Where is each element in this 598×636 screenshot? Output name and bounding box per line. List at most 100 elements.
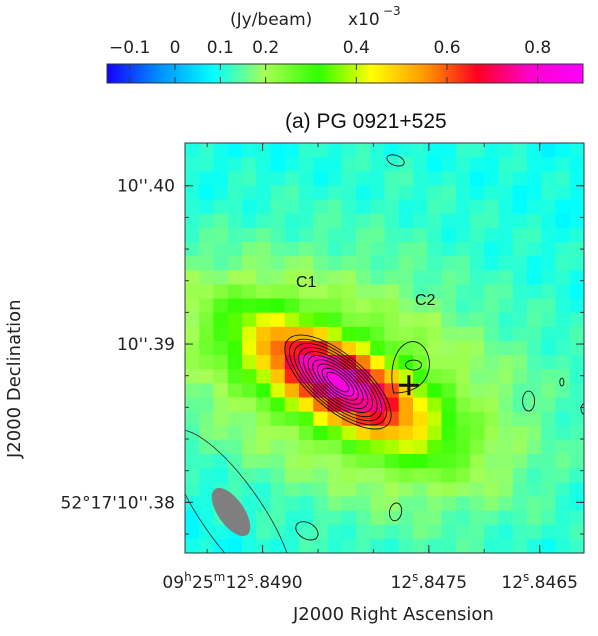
map-pixel bbox=[427, 496, 443, 512]
map-pixel bbox=[199, 496, 215, 512]
map-pixel bbox=[470, 227, 485, 243]
map-pixel bbox=[455, 312, 471, 328]
map-pixel bbox=[313, 199, 329, 215]
map-pixel bbox=[555, 143, 571, 158]
map-pixel bbox=[284, 171, 300, 187]
map-pixel bbox=[541, 256, 557, 271]
map-pixel bbox=[541, 143, 557, 158]
map-pixel bbox=[185, 298, 200, 314]
map-pixel bbox=[313, 454, 329, 469]
map-pixel bbox=[284, 496, 300, 512]
map-pixel bbox=[484, 524, 500, 540]
map-pixel bbox=[498, 524, 514, 540]
map-pixel bbox=[541, 284, 557, 300]
map-pixel bbox=[256, 454, 272, 469]
map-pixel bbox=[527, 143, 542, 158]
map-pixel bbox=[313, 524, 329, 540]
map-pixel bbox=[398, 143, 414, 158]
map-pixel bbox=[441, 256, 457, 271]
map-pixel bbox=[541, 454, 557, 469]
map-pixel bbox=[498, 199, 514, 215]
map-pixel bbox=[398, 157, 414, 172]
map-pixel bbox=[313, 143, 329, 158]
map-pixel bbox=[384, 355, 400, 370]
map-pixel bbox=[185, 383, 200, 399]
map-pixel bbox=[356, 241, 371, 257]
map-pixel bbox=[356, 213, 371, 229]
map-pixel bbox=[484, 482, 500, 498]
map-pixel bbox=[441, 411, 457, 427]
map-pixel bbox=[242, 425, 257, 441]
map-pixel bbox=[313, 284, 329, 300]
map-pixel bbox=[242, 383, 257, 399]
map-pixel bbox=[413, 411, 428, 427]
map-pixel bbox=[313, 468, 329, 483]
map-pixel bbox=[227, 538, 243, 553]
map-pixel bbox=[512, 312, 528, 328]
map-pixel bbox=[370, 312, 386, 328]
chart-title: (a) PG 0921+525 bbox=[285, 110, 447, 133]
map-pixel bbox=[299, 524, 314, 540]
map-pixel bbox=[384, 185, 400, 201]
map-pixel bbox=[413, 439, 428, 455]
map-pixel bbox=[341, 468, 357, 483]
map-pixel bbox=[455, 383, 471, 399]
map-pixel bbox=[455, 185, 471, 201]
map-pixel bbox=[569, 241, 584, 257]
map-pixel bbox=[398, 326, 414, 342]
map-pixel bbox=[541, 369, 557, 384]
map-pixel bbox=[299, 411, 314, 427]
map-pixel bbox=[227, 199, 243, 215]
map-pixel bbox=[284, 482, 300, 498]
map-pixel bbox=[284, 284, 300, 300]
map-pixel bbox=[356, 270, 371, 285]
map-pixel bbox=[370, 227, 386, 243]
map-pixel bbox=[441, 496, 457, 512]
map-pixel bbox=[242, 256, 257, 271]
map-pixel bbox=[384, 171, 400, 187]
map-pixel bbox=[498, 454, 514, 469]
map-pixel bbox=[398, 439, 414, 455]
map-pixel bbox=[341, 213, 357, 229]
map-pixel bbox=[527, 355, 542, 370]
map-pixel bbox=[527, 439, 542, 455]
map-pixel bbox=[199, 256, 215, 271]
map-pixel bbox=[512, 468, 528, 483]
map-pixel bbox=[413, 143, 428, 158]
map-pixel bbox=[370, 369, 386, 384]
map-pixel bbox=[555, 340, 571, 356]
y-axis-label: J2000 Declination bbox=[4, 299, 25, 459]
map-pixel bbox=[541, 383, 557, 399]
map-pixel bbox=[227, 355, 243, 370]
map-pixel bbox=[512, 369, 528, 384]
map-pixel bbox=[313, 213, 329, 229]
map-pixel bbox=[569, 326, 584, 342]
map-pixel bbox=[527, 538, 542, 553]
map-pixel bbox=[185, 411, 200, 427]
map-pixel bbox=[555, 369, 571, 384]
map-pixel bbox=[256, 256, 272, 271]
map-pixel bbox=[213, 143, 229, 158]
map-pixel bbox=[256, 482, 272, 498]
map-pixel bbox=[541, 468, 557, 483]
map-pixel bbox=[455, 157, 471, 172]
map-pixel bbox=[356, 482, 371, 498]
map-pixel bbox=[213, 213, 229, 229]
map-pixel bbox=[256, 143, 272, 158]
map-pixel bbox=[242, 185, 257, 201]
map-pixel bbox=[512, 397, 528, 413]
map-pixel bbox=[213, 411, 229, 427]
map-pixel bbox=[327, 199, 343, 215]
map-pixel bbox=[441, 397, 457, 413]
map-pixel bbox=[512, 143, 528, 158]
map-pixel bbox=[512, 524, 528, 540]
map-pixel bbox=[455, 199, 471, 215]
map-pixel bbox=[527, 383, 542, 399]
map-pixel bbox=[398, 284, 414, 300]
map-pixel bbox=[455, 298, 471, 314]
map-pixel bbox=[227, 439, 243, 455]
map-pixel bbox=[384, 425, 400, 441]
map-pixel bbox=[341, 369, 357, 384]
map-pixel bbox=[527, 256, 542, 271]
